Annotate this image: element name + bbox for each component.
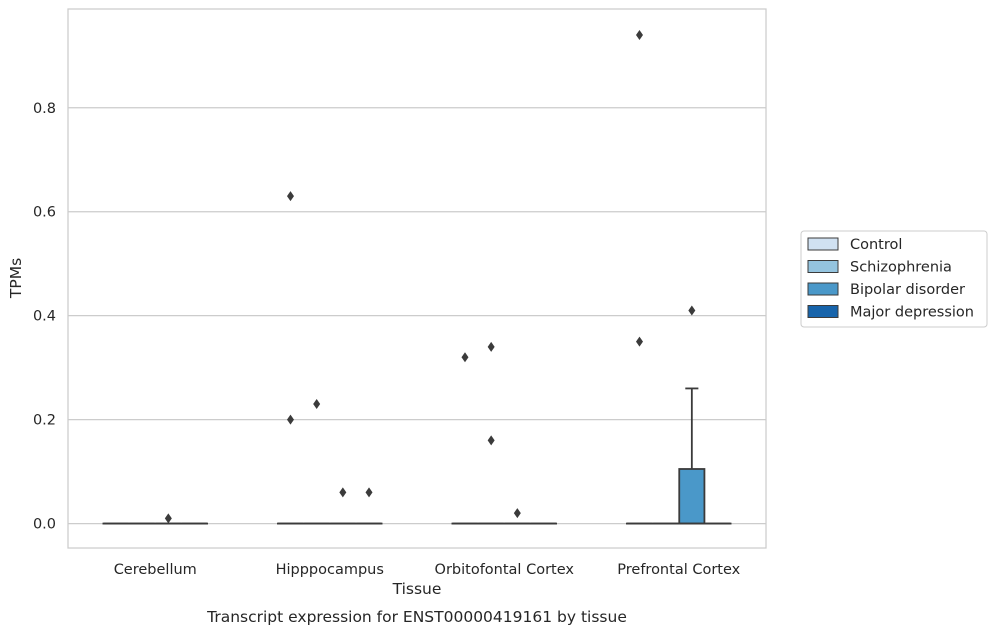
legend-swatch [807,260,839,273]
outlier-point [286,191,294,202]
y-ticks: 0.0 0.2 0.4 0.6 0.8 [33,101,56,533]
legend-label: Control [850,237,902,253]
legend-swatch [807,282,839,296]
y-tick-label: 0.6 [33,205,56,221]
x-ticks: Cerebellum Hipppocampus Orbitofontal Corte… [114,562,741,578]
x-tick-label: Orbitofontal Cortex [435,562,575,578]
outlier-point [164,513,172,524]
x-tick-label: Hipppocampus [276,562,384,578]
outlier-point [487,341,495,352]
outlier-point [635,336,643,347]
outlier-point [688,305,696,316]
y-tick-label: 0.8 [33,101,56,117]
y-tick-label: 0.0 [33,517,56,533]
plot-frame [67,8,767,549]
legend-label: Bipolar disorder [850,282,965,298]
y-tick-label: 0.2 [33,413,56,429]
legend-label: Schizophrenia [850,260,952,276]
outlier-point [487,435,495,446]
chart-caption: Transcript expression for ENST0000041916… [206,608,627,626]
x-axis-label: Tissue [392,580,442,598]
legend: Control Schizophrenia Bipolar disorder Majo… [800,230,988,328]
outlier-point [286,414,294,425]
outlier-point [365,487,373,498]
boxes [102,387,732,525]
outlier-point [313,399,321,410]
x-tick-label: Prefrontal Cortex [617,562,740,578]
outlier-point [339,487,347,498]
outlier-point [461,352,469,363]
x-tick-label: Cerebellum [114,562,197,578]
legend-swatch [807,237,839,251]
y-tick-label: 0.4 [33,309,56,325]
legend-label: Major depression [850,305,974,321]
box-body [678,468,706,525]
y-axis-label: TPMs [7,258,25,299]
grid-lines [68,107,766,525]
legend-frame [800,230,988,328]
box-bipolar-disorder [678,387,706,525]
legend-swatch [807,305,839,318]
outlier-point [635,29,643,40]
outliers [164,29,696,524]
outlier-point [513,508,521,519]
